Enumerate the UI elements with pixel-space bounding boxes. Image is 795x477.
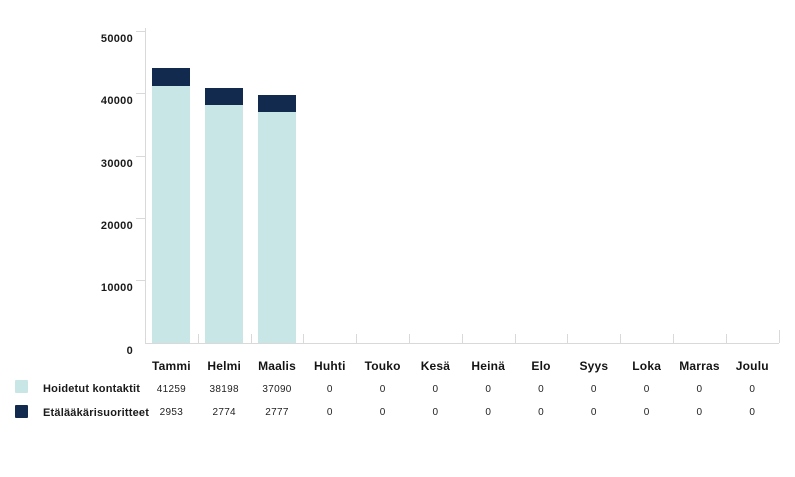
bar-segment-et-l-k-risuoritteet bbox=[152, 67, 191, 86]
bar-segment-hoidetut-kontaktit bbox=[152, 85, 191, 343]
month-label: Loka bbox=[632, 359, 662, 373]
value-cell: 0 bbox=[590, 407, 597, 418]
month-label: Huhti bbox=[314, 359, 346, 373]
y-axis-tick-label: 30000 bbox=[100, 157, 133, 170]
month-label: Joulu bbox=[735, 359, 769, 373]
month-label: Maalis bbox=[258, 359, 296, 373]
month-label: Touko bbox=[364, 359, 401, 373]
month-label: Kesä bbox=[420, 359, 451, 373]
legend-label-etalaakarisuoritteet: Etälääkärisuoritteet bbox=[43, 407, 150, 419]
value-cell: 0 bbox=[485, 407, 492, 418]
month-label: Helmi bbox=[207, 359, 242, 373]
x-axis-tick bbox=[409, 334, 411, 343]
month-label: Elo bbox=[531, 359, 551, 373]
bar-segment-hoidetut-kontaktit bbox=[258, 111, 297, 343]
value-cell: 0 bbox=[749, 383, 756, 395]
bar-segment-et-l-k-risuoritteet bbox=[258, 94, 297, 112]
month-label: Marras bbox=[679, 359, 720, 373]
month-label: Tammi bbox=[151, 359, 191, 373]
x-axis-tick bbox=[250, 334, 252, 343]
value-cell: 0 bbox=[326, 383, 333, 395]
legend-label-hoidetut-kontaktit: Hoidetut kontaktit bbox=[43, 383, 141, 395]
y-axis-tick bbox=[136, 217, 145, 219]
y-axis-tick-label: 20000 bbox=[100, 219, 133, 232]
y-axis-tick-label: 0 bbox=[126, 344, 133, 357]
value-cell: 38198 bbox=[209, 383, 239, 395]
bar-segment-et-l-k-risuoritteet bbox=[205, 87, 244, 106]
x-axis-tick bbox=[620, 334, 622, 343]
value-cell: 0 bbox=[432, 383, 439, 395]
value-cell: 0 bbox=[379, 383, 386, 395]
y-axis-tick bbox=[136, 31, 145, 32]
value-cell: 0 bbox=[379, 407, 386, 418]
value-cell: 0 bbox=[696, 383, 703, 395]
value-cell: 37090 bbox=[262, 383, 292, 395]
value-cell: 0 bbox=[326, 407, 333, 418]
value-cell: 2777 bbox=[265, 407, 289, 418]
value-cell: 0 bbox=[643, 383, 650, 395]
value-cell: 0 bbox=[538, 407, 544, 418]
x-axis-tick bbox=[725, 334, 727, 343]
x-axis-tick bbox=[673, 334, 675, 343]
x-axis-tick bbox=[461, 334, 463, 343]
y-axis-tick-label: 40000 bbox=[100, 95, 133, 108]
x-axis-tick bbox=[303, 334, 305, 343]
value-cell: 41259 bbox=[156, 383, 187, 395]
value-cell: 0 bbox=[590, 383, 597, 395]
value-cell: 0 bbox=[643, 407, 650, 418]
month-label: Syys bbox=[579, 359, 609, 373]
bar-segment-hoidetut-kontaktit bbox=[205, 105, 244, 343]
month-label: Heinä bbox=[471, 359, 506, 373]
x-axis-tick bbox=[197, 334, 199, 343]
value-cell: 0 bbox=[485, 383, 492, 395]
y-axis-tick-label: 10000 bbox=[100, 282, 133, 295]
legend-swatch-etalaakarisuoritteet bbox=[15, 405, 28, 418]
y-axis-tick bbox=[136, 280, 145, 282]
value-cell: 2774 bbox=[212, 407, 236, 418]
x-axis-tick bbox=[567, 334, 569, 343]
y-axis-tick bbox=[136, 155, 145, 157]
y-axis-tick bbox=[136, 93, 145, 95]
x-axis-tick bbox=[514, 334, 516, 343]
value-cell: 0 bbox=[538, 383, 544, 395]
value-cell: 0 bbox=[696, 407, 703, 418]
y-axis-tick-label: 50000 bbox=[100, 33, 133, 45]
value-cell: 0 bbox=[432, 407, 439, 418]
legend-swatch-hoidetut-kontaktit bbox=[15, 380, 28, 393]
y-axis-line bbox=[145, 28, 146, 344]
x-axis-tick bbox=[356, 334, 358, 343]
x-axis-tick bbox=[778, 330, 780, 343]
value-cell: 2953 bbox=[159, 407, 184, 418]
x-axis-line bbox=[145, 343, 779, 344]
value-cell: 0 bbox=[749, 407, 756, 418]
